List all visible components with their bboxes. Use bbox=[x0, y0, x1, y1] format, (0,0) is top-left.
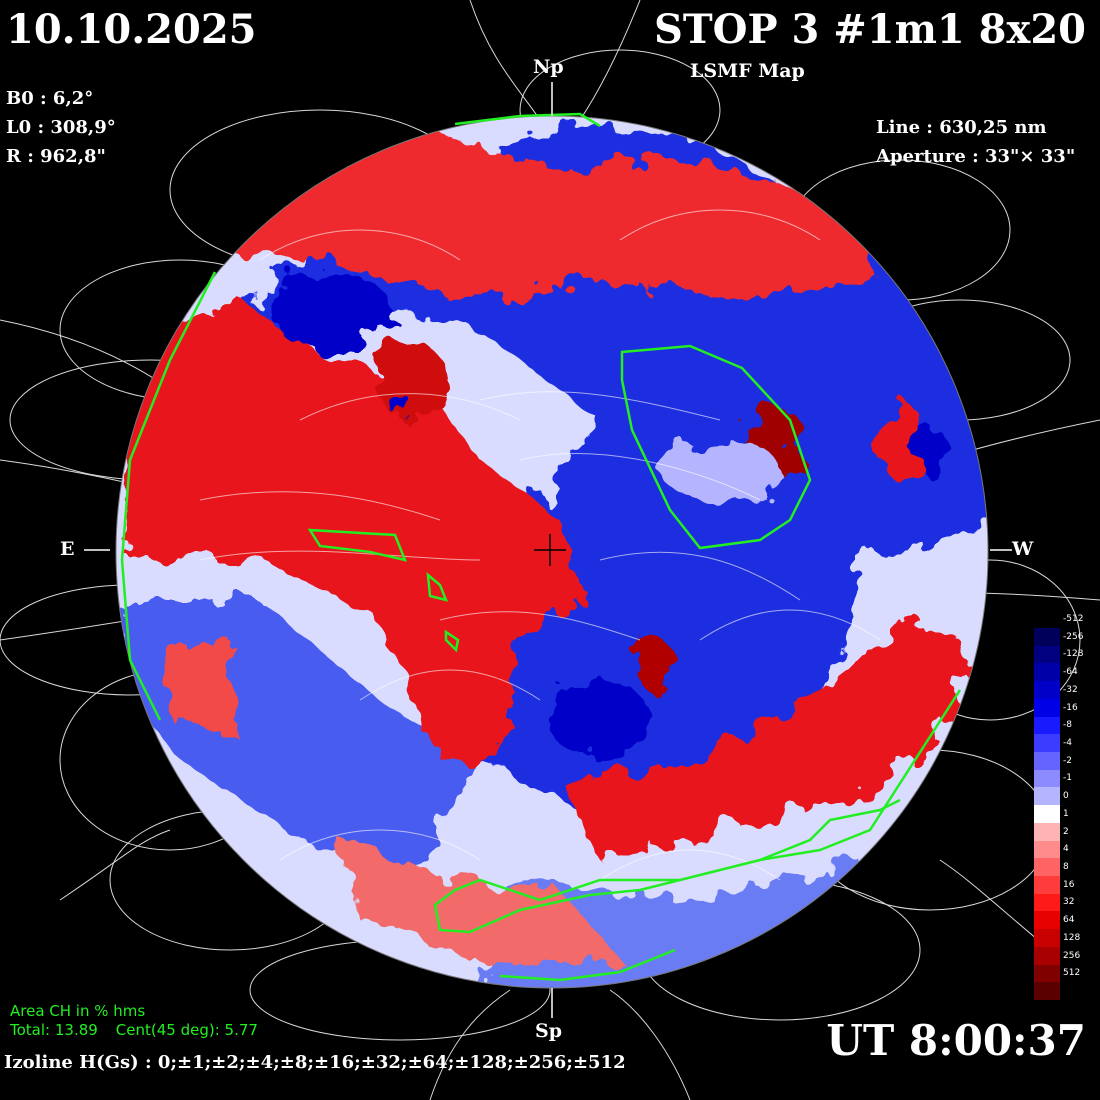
legend-tick: -4 bbox=[1063, 738, 1072, 748]
legend-tick: -2 bbox=[1063, 755, 1072, 766]
coronal-hole-central: Cent(45 deg): 5.77 bbox=[115, 1021, 258, 1039]
south-pole-label: Sp bbox=[535, 1020, 563, 1042]
ut-time: UT 8:00:37 bbox=[826, 1016, 1086, 1065]
legend-swatch bbox=[1034, 628, 1060, 647]
coronal-hole-equator-east bbox=[307, 528, 408, 562]
legend-tick: 16 bbox=[1063, 879, 1075, 890]
legend-tick: 256 bbox=[1063, 950, 1081, 961]
legend-tick: -1 bbox=[1063, 773, 1072, 784]
legend-swatch bbox=[1034, 982, 1060, 1001]
coronal-hole-small-2 bbox=[444, 629, 460, 653]
coronal-hole-outlines bbox=[120, 112, 962, 982]
b0-value: B0 : 6,2° bbox=[6, 88, 94, 109]
legend-swatch bbox=[1034, 769, 1060, 788]
legend-tick: 1 bbox=[1063, 808, 1069, 819]
aperture-value: Aperture : 33"× 33" bbox=[876, 146, 1076, 167]
isoline-levels: Izoline H(Gs) : 0;±1;±2;±4;±8;±16;±32;±6… bbox=[4, 1052, 626, 1073]
observation-date: 10.10.2025 bbox=[6, 6, 257, 53]
legend-swatch bbox=[1034, 822, 1060, 842]
legend-swatch bbox=[1034, 840, 1060, 859]
map-title: STOP 3 #1m1 8x20 bbox=[653, 6, 1086, 53]
coronal-hole-area-values: Total: 13.89 Cent(45 deg): 5.77 bbox=[10, 1021, 276, 1039]
coronal-hole-area-title: Area CH in % hms bbox=[10, 1002, 146, 1020]
legend-swatch bbox=[1034, 716, 1060, 735]
legend-tick: 0 bbox=[1063, 791, 1069, 802]
coronal-hole-center-north bbox=[620, 344, 812, 550]
coronal-hole-south bbox=[433, 689, 962, 934]
legend-swatch bbox=[1034, 858, 1060, 877]
legend-swatch bbox=[1034, 964, 1060, 983]
field-lines-disk bbox=[199, 209, 881, 881]
north-pole-label: Np bbox=[533, 56, 564, 78]
legend-swatch bbox=[1034, 787, 1060, 806]
coronal-hole-south-cap bbox=[499, 948, 676, 982]
legend-swatch bbox=[1034, 752, 1060, 771]
legend-swatch bbox=[1034, 876, 1060, 895]
legend-tick: -32 bbox=[1063, 684, 1078, 695]
legend-tick: 4 bbox=[1063, 844, 1069, 855]
coronal-hole-total: Total: 13.89 bbox=[10, 1021, 98, 1039]
l0-value: L0 : 308,9° bbox=[6, 117, 116, 138]
field-strength-legend bbox=[1034, 628, 1060, 1001]
map-type-label: LSMF Map bbox=[690, 60, 805, 82]
legend-tick: 512 bbox=[1063, 968, 1081, 979]
legend-tick: -512 bbox=[1063, 614, 1084, 624]
legend-tick: -256 bbox=[1063, 631, 1084, 642]
legend-tick: -8 bbox=[1063, 720, 1072, 731]
spectral-line-value: Line : 630,25 nm bbox=[876, 117, 1047, 138]
legend-tick: 64 bbox=[1063, 915, 1075, 926]
solar-disk bbox=[116, 116, 988, 988]
disk-center-cross bbox=[534, 534, 566, 566]
west-label: W bbox=[1012, 538, 1034, 560]
legend-tick: 128 bbox=[1063, 932, 1081, 943]
legend-swatch bbox=[1034, 645, 1060, 664]
legend-swatch bbox=[1034, 681, 1060, 700]
legend-swatch bbox=[1034, 893, 1060, 912]
radius-value: R : 962,8" bbox=[6, 146, 106, 167]
legend-swatch bbox=[1034, 805, 1060, 824]
legend-swatch bbox=[1034, 734, 1060, 753]
legend-tick: 32 bbox=[1063, 897, 1075, 908]
legend-swatch bbox=[1034, 946, 1060, 966]
orientation-ticks bbox=[84, 82, 1012, 1018]
legend-tick: 8 bbox=[1063, 862, 1069, 872]
legend-swatch bbox=[1034, 698, 1060, 718]
coronal-hole-east-limb bbox=[120, 271, 217, 721]
coronal-hole-north-cap bbox=[454, 112, 601, 128]
legend-swatch bbox=[1034, 911, 1060, 930]
legend-tick: 2 bbox=[1063, 826, 1069, 837]
legend-swatch bbox=[1034, 663, 1060, 682]
legend-swatch bbox=[1034, 929, 1060, 948]
legend-tick: -64 bbox=[1063, 667, 1078, 678]
coronal-hole-small-1 bbox=[426, 572, 449, 602]
legend-tick: -128 bbox=[1063, 649, 1084, 660]
east-label: E bbox=[60, 538, 75, 560]
legend-tick: -16 bbox=[1063, 702, 1078, 713]
